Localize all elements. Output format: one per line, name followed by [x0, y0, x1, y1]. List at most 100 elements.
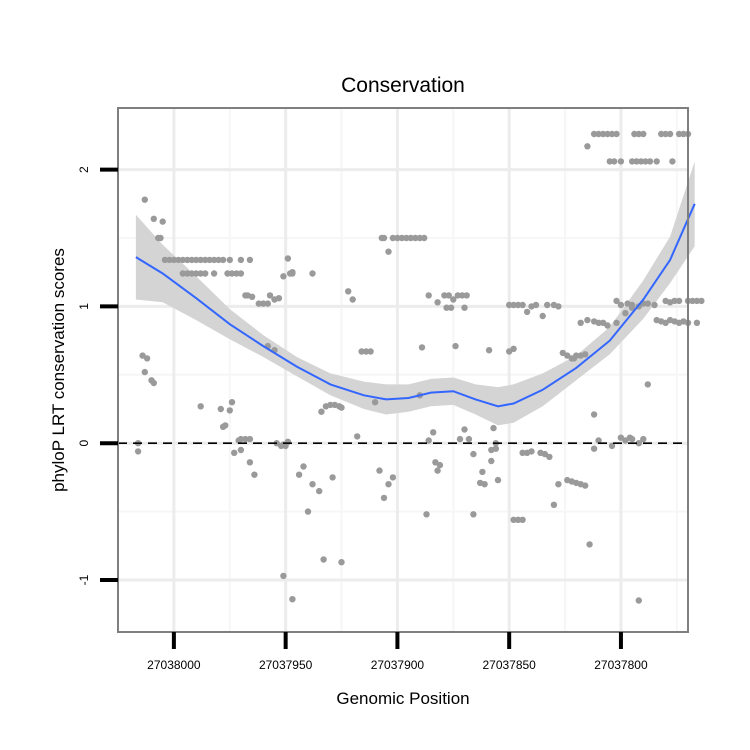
- data-point: [635, 597, 642, 604]
- data-point: [555, 303, 562, 310]
- data-point: [675, 130, 683, 138]
- data-point: [284, 438, 292, 445]
- data-point: [573, 352, 580, 359]
- data-point: [338, 404, 345, 411]
- data-point: [228, 399, 236, 406]
- data-point: [246, 435, 254, 443]
- data-point: [179, 256, 186, 264]
- data-point: [226, 256, 233, 264]
- data-point: [150, 379, 157, 387]
- data-point: [237, 435, 245, 443]
- data-point: [316, 487, 323, 495]
- data-point: [675, 297, 683, 305]
- data-point: [210, 256, 218, 264]
- data-point: [329, 474, 336, 481]
- data-point: [237, 446, 245, 454]
- x-tick-label: 27037950: [259, 658, 313, 672]
- data-point: [461, 426, 468, 433]
- data-point: [349, 296, 356, 303]
- y-tick-label: 2: [77, 166, 91, 173]
- x-tick-label: 27037800: [594, 658, 648, 672]
- data-point: [510, 516, 517, 523]
- data-point: [412, 234, 419, 242]
- data-point: [255, 300, 262, 307]
- data-point: [490, 424, 497, 432]
- data-point: [197, 256, 204, 264]
- data-point: [613, 297, 620, 305]
- data-point: [666, 130, 674, 138]
- data-point: [463, 292, 470, 299]
- data-point: [300, 463, 307, 470]
- data-point: [385, 248, 392, 255]
- chart-title: Conservation: [341, 74, 465, 97]
- data-point: [528, 448, 535, 455]
- data-point: [425, 437, 432, 444]
- x-axis-label: Genomic Position: [336, 689, 469, 708]
- data-point: [188, 270, 195, 277]
- data-point: [635, 440, 642, 447]
- data-point: [470, 450, 477, 458]
- data-point: [510, 301, 517, 309]
- data-point: [425, 292, 432, 299]
- data-point: [289, 270, 296, 277]
- data-point: [604, 322, 611, 329]
- data-point: [622, 310, 629, 317]
- data-point: [418, 344, 426, 351]
- data-point: [367, 348, 374, 355]
- data-point: [280, 273, 287, 280]
- x-tick-label: 27038000: [147, 658, 201, 672]
- confidence-band: [135, 161, 695, 426]
- data-point: [604, 130, 611, 138]
- data-point: [242, 435, 249, 443]
- data-point: [134, 448, 142, 455]
- data-point: [465, 435, 473, 443]
- data-point: [613, 319, 620, 326]
- data-point: [582, 482, 589, 489]
- data-point: [380, 234, 388, 242]
- data-point: [628, 301, 636, 309]
- data-point: [222, 422, 229, 429]
- data-point: [637, 158, 645, 165]
- data-point: [532, 301, 540, 309]
- data-point: [179, 270, 186, 277]
- data-point: [143, 355, 151, 362]
- data-point: [389, 234, 397, 242]
- data-point: [506, 301, 513, 309]
- data-point: [519, 449, 526, 456]
- data-point: [613, 130, 620, 138]
- plot-area: 27038000 27037950 27037900 27037850 27037800…: [77, 107, 705, 672]
- data-point: [385, 481, 392, 488]
- data-point: [407, 234, 414, 242]
- data-point: [479, 468, 486, 476]
- data-point: [631, 130, 638, 138]
- data-point: [693, 319, 701, 326]
- data-point: [175, 256, 182, 264]
- data-point: [320, 556, 327, 563]
- data-point: [430, 429, 437, 436]
- data-point: [202, 256, 209, 264]
- data-point: [658, 130, 665, 138]
- data-point: [485, 347, 493, 354]
- data-point: [376, 467, 383, 474]
- data-point: [646, 158, 654, 165]
- data-point: [514, 516, 522, 523]
- data-point: [651, 301, 658, 309]
- data-point: [443, 304, 450, 311]
- data-point: [680, 130, 687, 138]
- data-point: [635, 130, 642, 138]
- data-point: [237, 256, 245, 264]
- data-point: [246, 459, 254, 466]
- data-point: [266, 292, 274, 299]
- data-point: [295, 471, 303, 478]
- data-point: [456, 435, 464, 443]
- data-point: [590, 445, 598, 452]
- data-point: [582, 351, 589, 358]
- data-point: [447, 304, 455, 311]
- data-point: [371, 399, 379, 406]
- data-point: [550, 501, 558, 508]
- data-point: [640, 130, 647, 138]
- data-point: [590, 130, 598, 138]
- data-point: [380, 494, 388, 502]
- data-point: [510, 345, 517, 352]
- data-point: [166, 256, 173, 264]
